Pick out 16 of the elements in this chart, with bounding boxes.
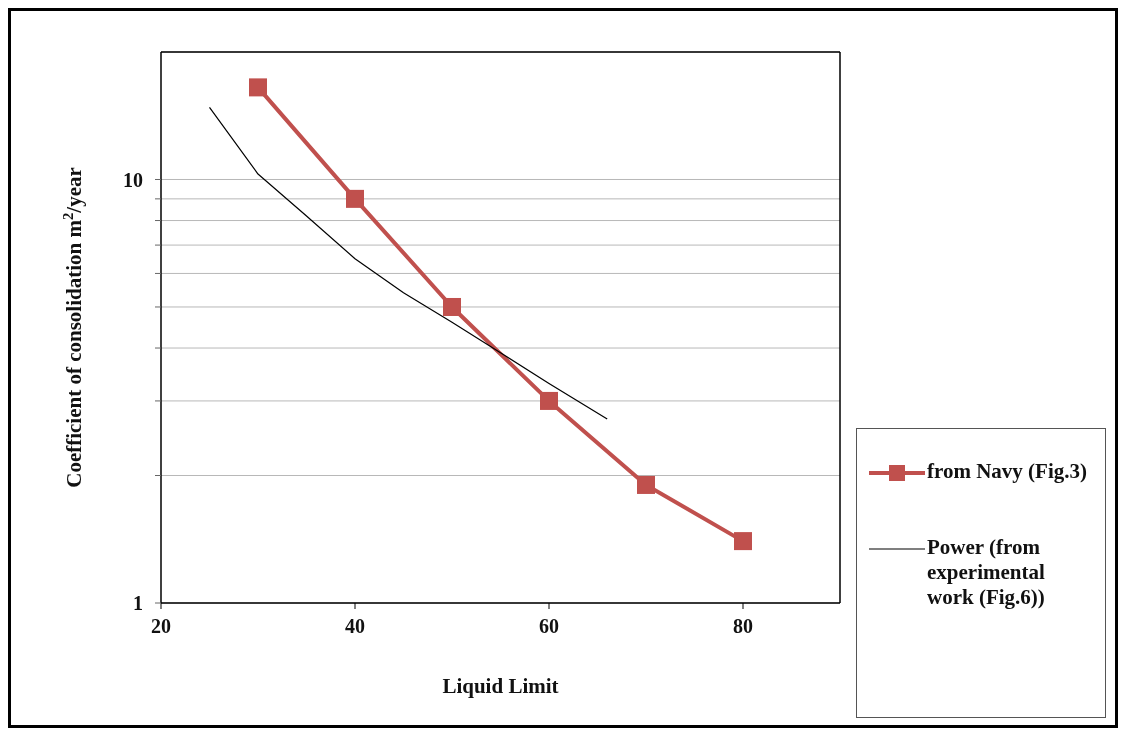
point (346, 189, 364, 208)
x-tick-label: 60 (539, 615, 559, 638)
x-tick-label: 40 (345, 615, 365, 638)
y-tick-label: 1 (133, 592, 143, 615)
y-tick-label: 10 (123, 168, 143, 191)
line-series (208, 106, 608, 420)
point (734, 532, 752, 551)
x-tick-label: 20 (151, 615, 171, 638)
point (249, 78, 267, 97)
legend-label: from Navy (Fig.3) (927, 459, 1087, 484)
point (443, 297, 461, 316)
point (540, 391, 558, 410)
x-axis-title: Liquid Limit (442, 674, 559, 698)
x-tick-label: 80 (733, 615, 753, 638)
point (637, 475, 655, 494)
legend-label: Power (from experimental work (Fig.6)) (927, 535, 1046, 610)
